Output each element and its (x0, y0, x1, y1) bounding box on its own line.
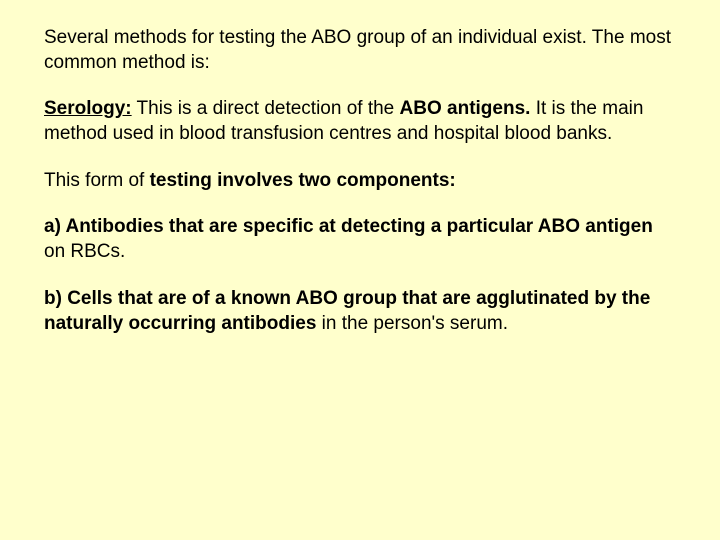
item-a-paragraph: a) Antibodies that are specific at detec… (44, 215, 676, 264)
item-a-bold: a) Antibodies that are specific at detec… (44, 216, 653, 237)
serology-text-1: This is a direct detection of the (132, 98, 400, 119)
serology-bold-1: ABO antigens. (400, 98, 531, 119)
serology-paragraph: Serology: This is a direct detection of … (44, 97, 676, 146)
intro-paragraph: Several methods for testing the ABO grou… (44, 26, 676, 75)
components-plain: This form of (44, 170, 150, 191)
item-b-rest: in the person's serum. (316, 313, 508, 334)
components-paragraph: This form of testing involves two compon… (44, 169, 676, 194)
item-b-paragraph: b) Cells that are of a known ABO group t… (44, 287, 676, 336)
serology-heading: Serology: (44, 98, 132, 119)
item-a-rest: on RBCs. (44, 241, 125, 262)
components-bold: testing involves two components: (150, 170, 456, 191)
